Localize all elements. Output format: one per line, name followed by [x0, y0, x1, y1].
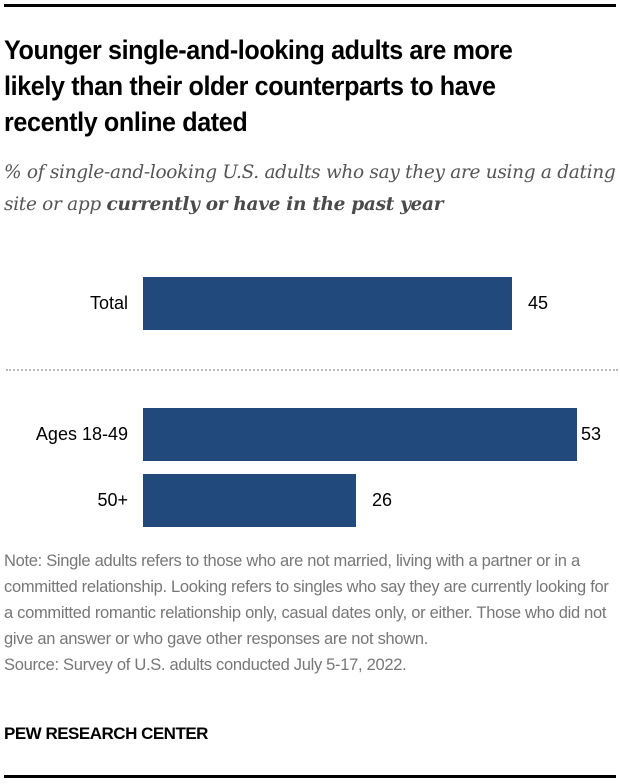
- bar-value: 53: [581, 424, 602, 444]
- subtitle-bold: currently or have in the past year: [106, 194, 444, 215]
- bar-row-50-plus: 50+ 26: [0, 474, 620, 527]
- bar: [143, 277, 512, 330]
- bar-value: 26: [372, 490, 393, 510]
- bar-value: 45: [528, 293, 549, 313]
- bar-row-total: Total 45: [0, 277, 620, 330]
- bar: [143, 474, 356, 527]
- chart-subtitle: % of single-and-looking U.S. adults who …: [4, 157, 616, 221]
- bar: [143, 408, 577, 461]
- subtitle-plain: % of single-and-looking U.S. adults who …: [4, 162, 616, 215]
- bar-label: Ages 18-49: [35, 424, 128, 444]
- bar-label: 50+: [97, 490, 128, 510]
- bar-row-ages-18-49: Ages 18-49 53: [0, 408, 620, 461]
- brand-logo-text: PEW RESEARCH CENTER: [4, 724, 208, 743]
- top-rule: [4, 4, 616, 7]
- chart-title: Younger single-and-looking adults are mo…: [4, 35, 513, 137]
- footnote: Note: Single adults refers to those who …: [4, 548, 616, 678]
- note-text: Note: Single adults refers to those who …: [4, 552, 609, 648]
- bar-label: Total: [89, 293, 128, 313]
- bottom-rule: [4, 775, 616, 778]
- source-text: Source: Survey of U.S. adults conducted …: [4, 656, 407, 674]
- group-divider: [6, 369, 618, 371]
